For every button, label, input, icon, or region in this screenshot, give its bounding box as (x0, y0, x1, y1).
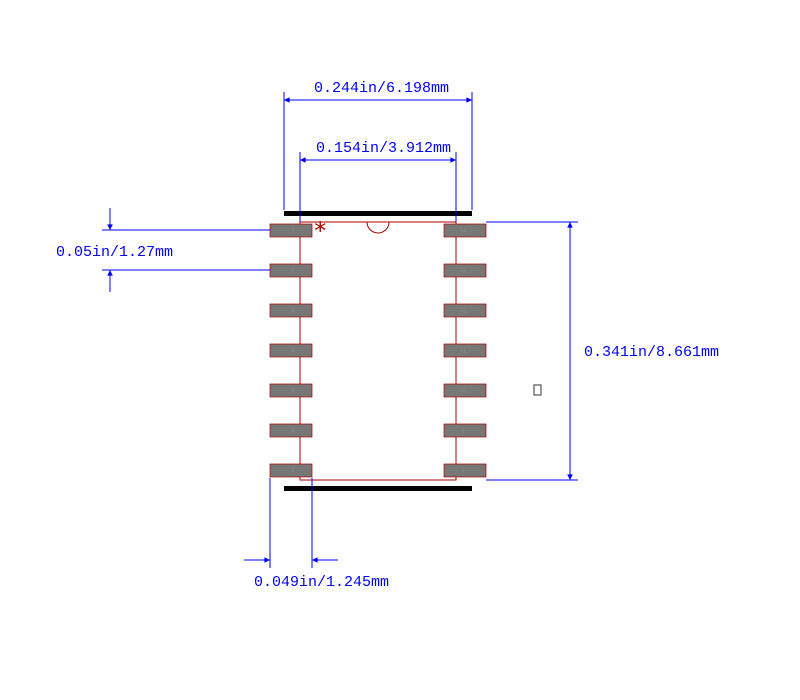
dim-label: 0.341in/8.661mm (584, 344, 719, 361)
reference-mark (534, 385, 541, 395)
pad-9 (444, 424, 486, 437)
pad-label-11: 11 (460, 349, 467, 355)
pad-label-14: 14 (460, 229, 467, 235)
dim-label: 0.244in/6.198mm (314, 80, 449, 97)
dim-label: 0.05in/1.27mm (56, 244, 173, 261)
pad-label-12: 12 (460, 309, 467, 315)
ic-body-outline (300, 222, 456, 480)
orientation-notch (367, 222, 389, 233)
courtyard-bar-top (284, 211, 472, 216)
pin1-asterisk: * (313, 217, 327, 245)
dim-label: 0.049in/1.245mm (254, 574, 389, 591)
dim-label: 0.154in/3.912mm (316, 140, 451, 157)
pad-8 (444, 464, 486, 477)
pad-label-10: 10 (460, 389, 467, 395)
pad-label-13: 13 (460, 269, 467, 275)
